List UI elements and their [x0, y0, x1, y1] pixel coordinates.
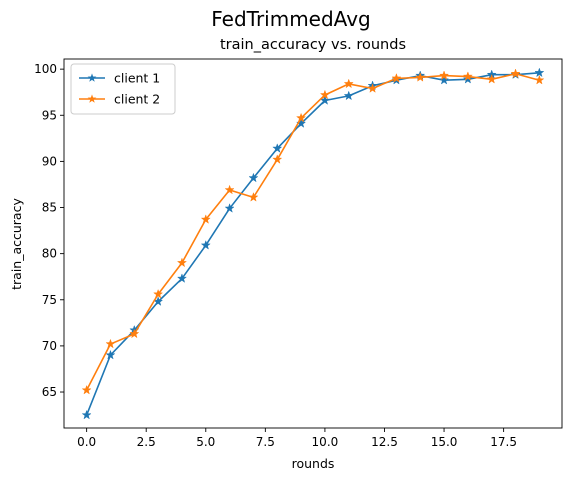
data-point: [319, 89, 331, 100]
legend-label: client 2: [114, 92, 160, 107]
data-point: [248, 192, 259, 202]
data-point: [415, 72, 426, 82]
data-point: [200, 214, 211, 224]
legend-marker: [87, 94, 97, 103]
data-point: [534, 74, 545, 85]
x-tick-label: 7.5: [256, 435, 275, 449]
series-line: [85, 72, 540, 391]
y-tick-label: 90: [42, 154, 57, 168]
data-point: [200, 239, 211, 250]
data-point: [343, 90, 354, 101]
x-tick-label: 5.0: [196, 435, 215, 449]
series-2: [81, 68, 545, 395]
data-point: [391, 73, 402, 83]
data-point: [272, 143, 283, 153]
data-point: [81, 384, 92, 395]
data-point: [105, 349, 116, 360]
chart-title: train_accuracy vs. rounds: [220, 37, 406, 53]
data-point: [295, 118, 307, 128]
data-point: [343, 78, 354, 89]
data-point: [105, 338, 116, 349]
data-point: [81, 409, 92, 420]
x-tick-label: 10.0: [312, 435, 339, 449]
data-point: [462, 71, 473, 81]
data-point: [367, 83, 378, 93]
x-axis-label: rounds: [292, 456, 335, 471]
data-point: [438, 70, 450, 80]
data-point: [272, 154, 283, 164]
data-point: [224, 184, 235, 195]
y-tick-label: 75: [42, 293, 57, 307]
axes-frame: [63, 58, 563, 429]
y-tick-label: 65: [42, 385, 57, 399]
data-point: [510, 68, 521, 79]
data-point: [248, 172, 259, 183]
chart-suptitle: FedTrimmedAvg: [211, 7, 370, 31]
y-tick-label: 70: [42, 339, 57, 353]
plot-area: [81, 67, 545, 420]
data-point: [129, 328, 140, 339]
data-point: [534, 67, 545, 78]
data-point: [224, 203, 235, 213]
y-axis: 65 70 75 80 85 90 95 100: [34, 62, 64, 399]
data-point: [176, 273, 188, 283]
x-tick-label: 12.5: [371, 435, 398, 449]
y-tick-label: 80: [42, 247, 57, 261]
y-axis-label: train_accuracy: [9, 198, 24, 290]
data-point: [295, 112, 307, 123]
legend-label: client 1: [114, 71, 160, 86]
legend-box: [70, 63, 176, 115]
legend-item: client 1: [79, 71, 160, 86]
y-tick-label: 100: [34, 62, 57, 76]
x-tick-label: 2.5: [137, 435, 156, 449]
data-point: [153, 288, 164, 299]
x-tick-label: 0.0: [77, 435, 96, 449]
legend-marker: [87, 73, 97, 82]
y-tick-label: 85: [42, 201, 57, 215]
y-tick-label: 95: [42, 108, 57, 122]
data-point: [438, 74, 450, 85]
x-axis: 0.0 2.5 5.0 7.5 10.0 12.5 15.0 17.5: [77, 428, 517, 449]
x-tick-label: 15.0: [431, 435, 458, 449]
legend-item: client 2: [79, 92, 160, 107]
series-1: [81, 67, 545, 420]
series-line: [85, 72, 540, 416]
data-point: [176, 257, 188, 268]
legend: client 1 client 2: [70, 63, 176, 115]
data-point: [462, 73, 473, 84]
x-tick-label: 17.5: [490, 435, 517, 449]
data-point: [486, 73, 497, 84]
